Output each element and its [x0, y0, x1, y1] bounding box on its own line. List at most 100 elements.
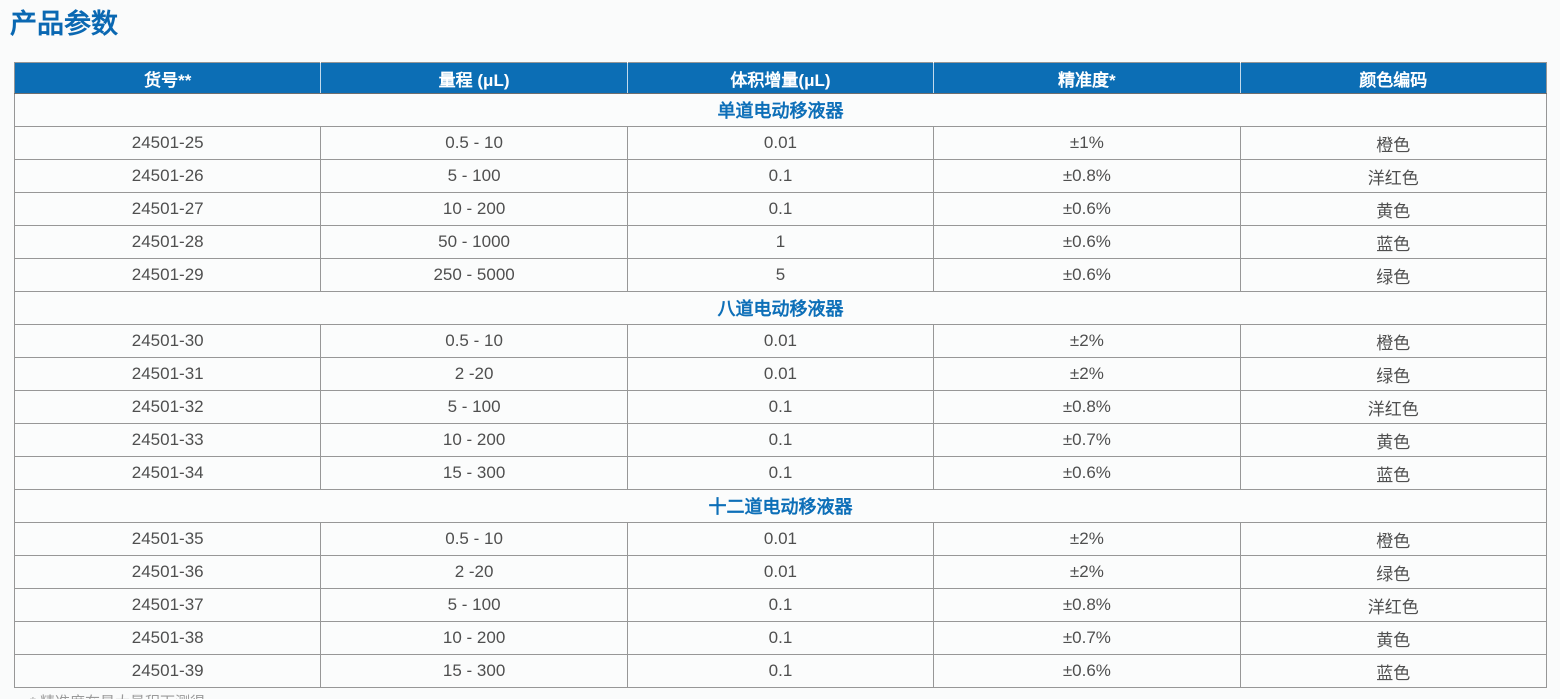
cell-increment: 0.1 — [626, 456, 935, 490]
table-row: 24501-27 10 - 200 0.1 ±0.6% 黄色 — [13, 192, 1548, 226]
cell-accuracy: ±0.6% — [933, 456, 1241, 490]
column-header-color: 颜色编码 — [1240, 62, 1547, 94]
section-header-row: 十二道电动移液器 — [14, 489, 1547, 523]
cell-catalog: 24501-30 — [13, 324, 322, 358]
cell-color: 蓝色 — [1239, 225, 1548, 259]
cell-range: 2 -20 — [320, 357, 628, 391]
cell-catalog: 24501-33 — [13, 423, 322, 457]
cell-range: 250 - 5000 — [320, 258, 628, 292]
cell-increment: 0.1 — [626, 192, 935, 226]
table-row: 24501-26 5 - 100 0.1 ±0.8% 洋红色 — [13, 159, 1548, 193]
cell-increment: 1 — [626, 225, 935, 259]
table-header-row: 货号** 量程 (μL) 体积增量(μL) 精准度* 颜色编码 — [14, 62, 1547, 94]
cell-accuracy: ±0.6% — [933, 225, 1241, 259]
cell-increment: 0.1 — [626, 654, 935, 688]
table-row: 24501-35 0.5 - 10 0.01 ±2% 橙色 — [13, 522, 1548, 556]
cell-catalog: 24501-35 — [13, 522, 322, 556]
product-spec-table: 货号** 量程 (μL) 体积增量(μL) 精准度* 颜色编码 单道电动移液器 24501… — [13, 62, 1548, 688]
section-header-row: 单道电动移液器 — [14, 93, 1547, 127]
cell-increment: 5 — [626, 258, 935, 292]
cell-increment: 0.01 — [626, 324, 935, 358]
cell-range: 10 - 200 — [320, 621, 628, 655]
table-row: 24501-34 15 - 300 0.1 ±0.6% 蓝色 — [13, 456, 1548, 490]
cell-catalog: 24501-31 — [13, 357, 322, 391]
table-row: 24501-30 0.5 - 10 0.01 ±2% 橙色 — [13, 324, 1548, 358]
cell-accuracy: ±0.8% — [933, 390, 1241, 424]
section-title: 十二道电动移液器 — [14, 489, 1547, 523]
cell-range: 5 - 100 — [320, 390, 628, 424]
table-row: 24501-29 250 - 5000 5 ±0.6% 绿色 — [13, 258, 1548, 292]
cell-range: 15 - 300 — [320, 456, 628, 490]
cell-accuracy: ±0.8% — [933, 588, 1241, 622]
cell-color: 绿色 — [1239, 555, 1548, 589]
cell-color: 橙色 — [1239, 522, 1548, 556]
cell-range: 0.5 - 10 — [320, 126, 628, 160]
section-title: 单道电动移液器 — [14, 93, 1547, 127]
cell-accuracy: ±2% — [933, 555, 1241, 589]
cell-range: 0.5 - 10 — [320, 522, 628, 556]
cell-increment: 0.01 — [626, 522, 935, 556]
cell-color: 洋红色 — [1239, 159, 1548, 193]
cell-increment: 0.1 — [626, 159, 935, 193]
table-row: 24501-36 2 -20 0.01 ±2% 绿色 — [13, 555, 1548, 589]
cell-range: 15 - 300 — [320, 654, 628, 688]
cell-color: 洋红色 — [1239, 588, 1548, 622]
cell-color: 蓝色 — [1239, 654, 1548, 688]
table-row: 24501-37 5 - 100 0.1 ±0.8% 洋红色 — [13, 588, 1548, 622]
cell-color: 洋红色 — [1239, 390, 1548, 424]
table-body: 单道电动移液器 24501-25 0.5 - 10 0.01 ±1% 橙色 24501-26… — [13, 93, 1548, 688]
table-header: 货号** 量程 (μL) 体积增量(μL) 精准度* 颜色编码 — [14, 62, 1547, 94]
cell-range: 10 - 200 — [320, 423, 628, 457]
cell-accuracy: ±0.6% — [933, 192, 1241, 226]
cell-catalog: 24501-37 — [13, 588, 322, 622]
cell-catalog: 24501-39 — [13, 654, 322, 688]
cell-color: 蓝色 — [1239, 456, 1548, 490]
cell-range: 5 - 100 — [320, 588, 628, 622]
cell-catalog: 24501-34 — [13, 456, 322, 490]
column-header-catalog: 货号** — [14, 62, 322, 94]
table-row: 24501-28 50 - 1000 1 ±0.6% 蓝色 — [13, 225, 1548, 259]
cell-range: 2 -20 — [320, 555, 628, 589]
cell-color: 橙色 — [1239, 126, 1548, 160]
table-row: 24501-25 0.5 - 10 0.01 ±1% 橙色 — [13, 126, 1548, 160]
column-header-increment: 体积增量(μL) — [627, 62, 935, 94]
table-row: 24501-31 2 -20 0.01 ±2% 绿色 — [13, 357, 1548, 391]
cell-catalog: 24501-29 — [13, 258, 322, 292]
cell-increment: 0.1 — [626, 423, 935, 457]
cell-color: 绿色 — [1239, 258, 1548, 292]
cell-catalog: 24501-27 — [13, 192, 322, 226]
section-header-row: 八道电动移液器 — [14, 291, 1547, 325]
cell-increment: 0.01 — [626, 126, 935, 160]
cell-catalog: 24501-32 — [13, 390, 322, 424]
cell-range: 10 - 200 — [320, 192, 628, 226]
table-row: 24501-38 10 - 200 0.1 ±0.7% 黄色 — [13, 621, 1548, 655]
cell-accuracy: ±1% — [933, 126, 1241, 160]
column-header-range: 量程 (μL) — [320, 62, 628, 94]
footnote-partial: * 精准度在最大量程下测得 — [30, 693, 1560, 699]
cell-range: 50 - 1000 — [320, 225, 628, 259]
cell-color: 橙色 — [1239, 324, 1548, 358]
cell-catalog: 24501-36 — [13, 555, 322, 589]
cell-color: 黄色 — [1239, 423, 1548, 457]
cell-range: 5 - 100 — [320, 159, 628, 193]
cell-increment: 0.1 — [626, 588, 935, 622]
cell-catalog: 24501-38 — [13, 621, 322, 655]
column-header-accuracy: 精准度* — [933, 62, 1241, 94]
cell-accuracy: ±2% — [933, 522, 1241, 556]
cell-color: 绿色 — [1239, 357, 1548, 391]
cell-catalog: 24501-26 — [13, 159, 322, 193]
cell-accuracy: ±2% — [933, 357, 1241, 391]
cell-catalog: 24501-28 — [13, 225, 322, 259]
cell-accuracy: ±0.7% — [933, 621, 1241, 655]
cell-catalog: 24501-25 — [13, 126, 322, 160]
cell-accuracy: ±0.8% — [933, 159, 1241, 193]
page-title: 产品参数 — [10, 9, 118, 39]
cell-color: 黄色 — [1239, 192, 1548, 226]
cell-accuracy: ±0.6% — [933, 654, 1241, 688]
cell-accuracy: ±0.6% — [933, 258, 1241, 292]
cell-accuracy: ±0.7% — [933, 423, 1241, 457]
cell-increment: 0.1 — [626, 390, 935, 424]
cell-accuracy: ±2% — [933, 324, 1241, 358]
cell-range: 0.5 - 10 — [320, 324, 628, 358]
table-row: 24501-39 15 - 300 0.1 ±0.6% 蓝色 — [13, 654, 1548, 688]
